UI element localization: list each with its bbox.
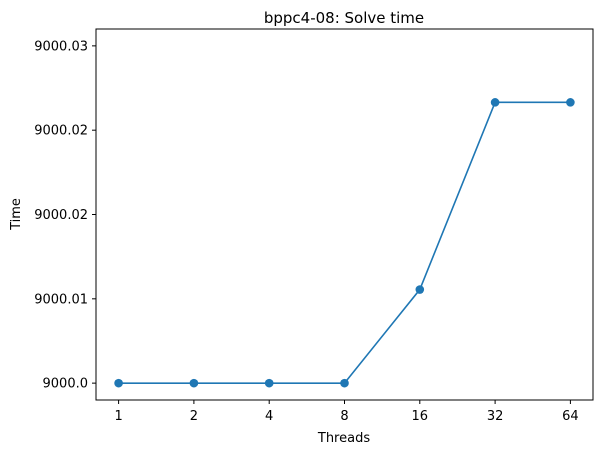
y-tick-label: 9000.01 bbox=[34, 292, 88, 307]
y-axis-label: Time bbox=[9, 198, 24, 231]
x-tick-label: 64 bbox=[562, 409, 579, 424]
x-axis-label: Threads bbox=[317, 431, 370, 446]
data-point bbox=[566, 98, 575, 107]
data-point bbox=[340, 378, 349, 388]
plot-frame bbox=[95, 28, 594, 401]
y-tick-label: 9000.02 bbox=[34, 124, 88, 139]
data-point bbox=[490, 98, 500, 107]
y-tick-label: 9000.03 bbox=[34, 39, 88, 54]
y-axis-ticks: 9000.0 9000.01 9000.02 9000.02 9000.03 bbox=[34, 39, 96, 392]
x-tick-label: 8 bbox=[340, 409, 348, 424]
y-tick-label: 9000.0 bbox=[43, 377, 89, 392]
y-tick-label: 9000.02 bbox=[34, 208, 88, 223]
data-point bbox=[189, 378, 199, 388]
x-tick-label: 16 bbox=[412, 409, 429, 424]
series-layer bbox=[114, 98, 575, 388]
plot-area bbox=[96, 29, 593, 400]
x-tick-label: 2 bbox=[190, 409, 198, 424]
x-tick-label: 4 bbox=[265, 409, 273, 424]
data-point bbox=[264, 378, 274, 388]
data-point bbox=[415, 285, 425, 294]
x-tick-label: 32 bbox=[487, 409, 504, 424]
x-tick-label: 1 bbox=[114, 409, 122, 424]
x-axis-ticks: 1 2 4 8 16 32 64 bbox=[114, 400, 579, 424]
data-point bbox=[114, 378, 123, 388]
chart-title: bppc4-08: Solve time bbox=[264, 9, 424, 27]
